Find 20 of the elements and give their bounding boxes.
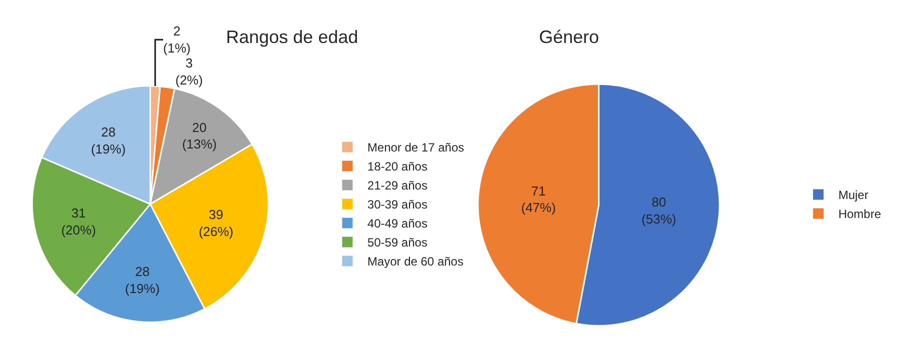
data-label: 2 (1%)	[163, 24, 191, 56]
data-label: 20 (13%)	[182, 120, 217, 152]
legend-label: Menor de 17 años	[367, 140, 464, 155]
data-label: 39 (26%)	[198, 207, 234, 239]
legend-label: 50-59 años	[367, 236, 428, 250]
data-label: 3 (2%)	[175, 56, 203, 88]
chart-title: Rangos de edad	[226, 27, 358, 47]
legend-label: 30-39 años	[367, 198, 428, 212]
data-label: 28 (19%)	[124, 264, 160, 296]
legend-label: Hombre	[838, 207, 882, 222]
legend-label: 21-29 años	[367, 178, 428, 193]
data-label: 80 (53%)	[642, 194, 676, 227]
legend-label: Mujer	[838, 188, 868, 202]
data-label: 71 (47%)	[521, 183, 556, 216]
data-label: 31 (20%)	[61, 206, 96, 238]
legend-label: 18-20 años	[367, 160, 428, 174]
legend-label: 40-49 años	[367, 216, 428, 231]
data-label: 28 (19%)	[90, 124, 126, 156]
legend-label: Mayor de 60 años	[367, 254, 464, 269]
chart-title: Género	[539, 27, 600, 47]
